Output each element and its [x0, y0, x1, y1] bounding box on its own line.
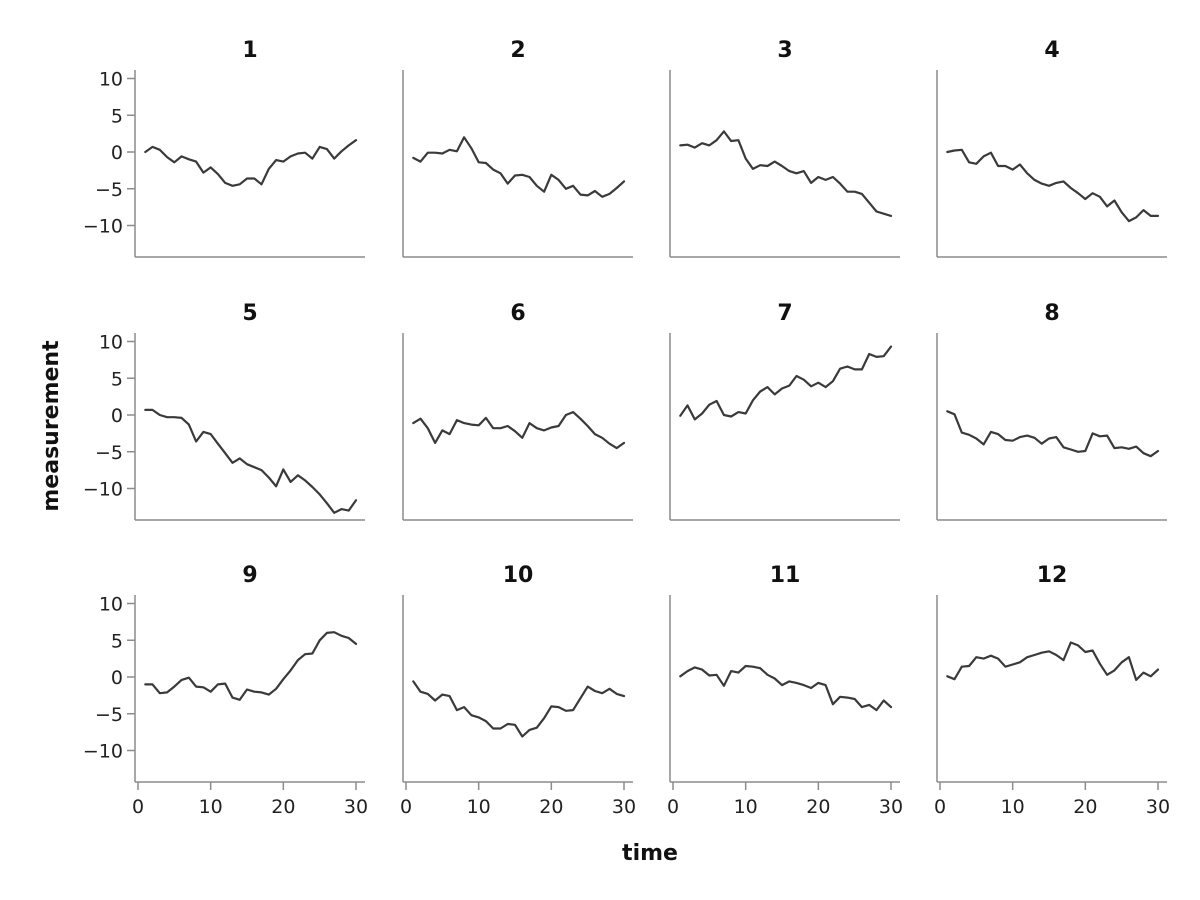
x-tick-label: 20: [539, 796, 563, 818]
y-tick-label: 10: [99, 594, 123, 616]
y-tick-label: 0: [111, 667, 123, 689]
panel-9: 9 10 5 0 −5 −10 0 10 20 30: [83, 563, 368, 818]
x-tick-label: 20: [1073, 796, 1097, 818]
panel-5: 5 10 5 0 −5 −10: [83, 301, 365, 521]
x-tick-label: 20: [806, 796, 830, 818]
y-tick-label: −10: [83, 216, 123, 238]
series-line: [412, 411, 626, 450]
series-line: [144, 408, 358, 514]
series-line: [679, 345, 893, 421]
series-line: [679, 664, 893, 712]
y-tick-label: 0: [111, 142, 123, 164]
x-tick-label: 0: [934, 796, 946, 818]
panel-title: 1: [242, 38, 257, 63]
x-tick-label: 10: [199, 796, 223, 818]
panel-8: 8: [936, 301, 1167, 521]
series-line: [144, 631, 358, 701]
y-tick-label: 5: [111, 630, 123, 652]
series-line: [946, 641, 1160, 682]
panel-title: 3: [777, 38, 792, 63]
y-tick-label: 5: [111, 368, 123, 390]
x-tick-label: 0: [667, 796, 679, 818]
series-line: [679, 130, 893, 217]
y-tick-label: −10: [83, 479, 123, 501]
y-tick-label: 5: [111, 105, 123, 127]
x-axis-title: time: [622, 841, 678, 866]
series-line: [412, 680, 626, 738]
panel-title: 5: [242, 301, 257, 326]
x-tick-label: 30: [1146, 796, 1170, 818]
x-tick-label: 10: [467, 796, 491, 818]
series-line: [946, 148, 1160, 223]
y-tick-label: −5: [95, 179, 123, 201]
y-tick-label: −10: [83, 741, 123, 763]
panel-title: 10: [503, 563, 534, 588]
x-tick-label: 10: [1001, 796, 1025, 818]
x-tick-label: 30: [879, 796, 903, 818]
panel-3: 3: [669, 38, 900, 258]
panel-2: 2: [402, 38, 633, 258]
x-tick-label: 30: [612, 796, 636, 818]
panel-title: 8: [1044, 301, 1059, 326]
y-axis-title: measurement: [39, 340, 64, 512]
x-tick-label: 30: [344, 796, 368, 818]
panel-title: 6: [510, 301, 525, 326]
y-tick-label: 10: [99, 69, 123, 91]
panel-4: 4: [936, 38, 1167, 258]
panel-12: 12 0 10 20 30: [934, 563, 1170, 818]
panel-1: 1 10 5 0 −5 −10: [83, 38, 365, 258]
panel-title: 2: [510, 38, 525, 63]
panel-title: 9: [242, 563, 257, 588]
series-line: [144, 139, 358, 187]
series-line: [412, 136, 626, 198]
panel-7: 7: [669, 301, 900, 521]
x-tick-label: 0: [400, 796, 412, 818]
y-tick-label: −5: [95, 704, 123, 726]
panel-title: 12: [1037, 563, 1068, 588]
panel-title: 4: [1044, 38, 1059, 63]
x-tick-label: 0: [132, 796, 144, 818]
y-tick-label: 0: [111, 405, 123, 427]
panel-title: 11: [770, 563, 801, 588]
panel-11: 11 0 10 20 30: [667, 563, 903, 818]
series-line: [946, 410, 1160, 458]
panel-6: 6: [402, 301, 633, 521]
x-tick-label: 20: [271, 796, 295, 818]
panel-title: 7: [777, 301, 792, 326]
x-tick-label: 10: [734, 796, 758, 818]
panel-10: 10 0 10 20 30: [400, 563, 636, 818]
y-tick-label: −5: [95, 442, 123, 464]
y-tick-label: 10: [99, 332, 123, 354]
